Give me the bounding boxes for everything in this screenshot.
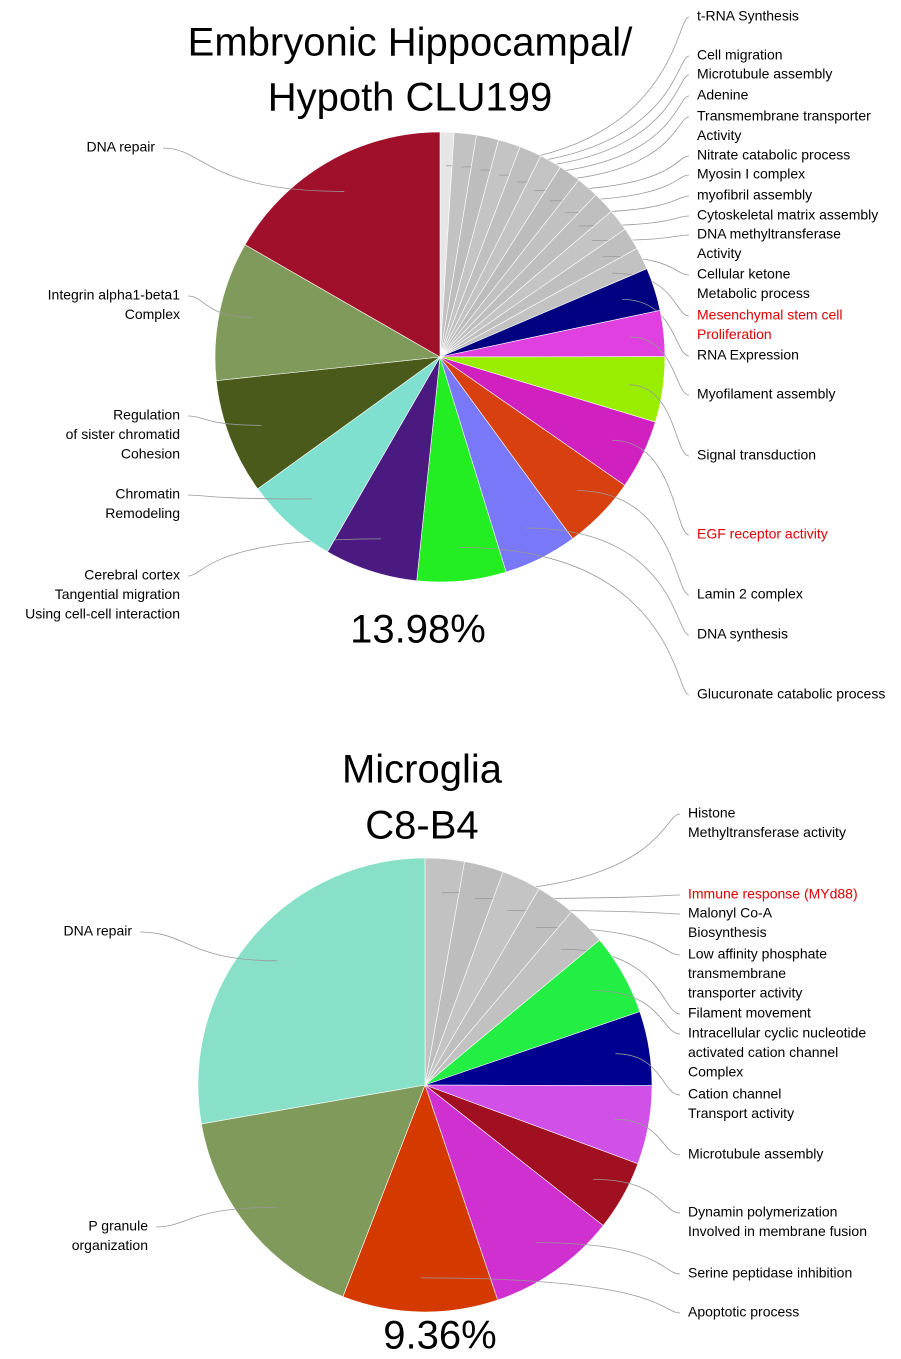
slice-label: Dynamin polymerization: [688, 1204, 837, 1220]
slice-label: Serine peptidase inhibition: [688, 1265, 852, 1281]
leader-line: [576, 490, 690, 596]
slice-label: Transmembrane transporter: [697, 108, 871, 124]
slice-label: Lamin 2 complex: [697, 586, 803, 602]
slice-label: Glucuronate catabolic process: [697, 686, 885, 702]
slice-label: Immune response (MYd88): [688, 886, 858, 902]
slice-label: DNA repair: [64, 923, 133, 939]
leader-line: [420, 1277, 681, 1314]
slice-label: Myosin I complex: [697, 166, 805, 182]
slice-label: Activity: [697, 127, 741, 143]
chart-title: Embryonic Hippocampal/: [188, 21, 634, 65]
slice-label: of sister chromatid: [66, 426, 180, 442]
slice-label: Activity: [697, 245, 741, 261]
slice-label: Involved in membrane fusion: [688, 1223, 867, 1239]
slice-label: activated cation channel: [688, 1044, 838, 1060]
slice-label: Myofilament assembly: [697, 386, 836, 402]
slice-label: Filament movement: [688, 1005, 811, 1021]
slice-label: Transport activity: [688, 1105, 794, 1121]
slice-label: Integrin alpha1-beta1: [48, 287, 181, 303]
slice-label: P granule: [88, 1218, 148, 1234]
slice-label: Chromatin: [115, 486, 180, 502]
slice-label: Tangential migration: [55, 586, 180, 602]
slice-label: Biosynthesis: [688, 924, 767, 940]
chart-title: C8-B4: [365, 804, 478, 848]
chart-title: Hypoth CLU199: [268, 76, 553, 120]
pie-chart: Embryonic Hippocampal/Hypoth CLU199 13.98…: [25, 8, 885, 702]
slice-label: RNA Expression: [697, 347, 799, 363]
leader-line: [525, 527, 690, 636]
slice-label: transporter activity: [688, 985, 802, 1001]
slice-label: Cell migration: [697, 47, 783, 63]
annotation: 9.36%: [383, 1314, 496, 1358]
slice-label: Malonyl Co-A: [688, 905, 773, 921]
leader-line: [629, 384, 690, 457]
chart-title: Microglia: [342, 748, 503, 792]
leader-line: [630, 336, 690, 396]
leader-line: [536, 1242, 681, 1275]
slice-label: Proliferation: [697, 326, 772, 342]
leader-line: [614, 1118, 681, 1156]
pie-slice: [244, 131, 441, 358]
pie-slice: [201, 1084, 426, 1298]
slice-label: Intracellular cyclic nucleotide: [688, 1025, 866, 1041]
slice-label: DNA synthesis: [697, 626, 788, 642]
slice-label: transmembrane: [688, 965, 786, 981]
pie-slice: [342, 1084, 499, 1313]
slice-label: EGF receptor activity: [697, 526, 828, 542]
pie-chart: Microglia C8-B4 9.36% Histone Methyltransfer…: [64, 748, 867, 1358]
slice-label: Cellular ketone: [697, 266, 791, 282]
leader-line: [593, 1178, 681, 1214]
slice-label: Cerebral cortex: [84, 567, 180, 583]
slice-label: Mesenchymal stem cell: [697, 307, 843, 323]
annotation: 13.98%: [350, 608, 486, 652]
pie-slice: [214, 244, 441, 381]
leader-line: [139, 931, 278, 962]
slice-label: Apoptotic process: [688, 1304, 799, 1320]
slice-label: Microtubule assembly: [697, 66, 832, 82]
pie-slice: [424, 1084, 604, 1301]
slice-label: t-RNA Synthesis: [697, 8, 799, 24]
slice-label: Metabolic process: [697, 285, 810, 301]
slice-label: DNA methyltransferase: [697, 226, 841, 242]
slice-label: Cation channel: [688, 1086, 781, 1102]
leader-line: [612, 439, 690, 536]
slice-label: Microtubule assembly: [688, 1146, 823, 1162]
slice-label: Histone: [688, 805, 736, 821]
slice-label: DNA repair: [87, 139, 156, 155]
slice-label: Complex: [688, 1064, 743, 1080]
slice-label: Using cell-cell interaction: [25, 606, 180, 622]
leader-line: [187, 295, 253, 318]
leader-line: [622, 298, 690, 357]
leader-line: [615, 1053, 681, 1096]
slice-label: Remodeling: [105, 505, 180, 521]
slice-label: myofibril assembly: [697, 187, 812, 203]
leader-line: [187, 415, 262, 426]
slice-label: Low affinity phosphate: [688, 946, 827, 962]
slice-label: Methyltransferase activity: [688, 824, 846, 840]
slice-label: Adenine: [697, 87, 749, 103]
leader-line: [155, 1206, 276, 1228]
slice-label: Nitrate catabolic process: [697, 147, 850, 163]
leader-line: [458, 546, 690, 696]
leader-line: [162, 147, 345, 192]
slice-label: Cytoskeletal matrix assembly: [697, 207, 878, 223]
leader-line: [187, 494, 312, 500]
slice-label: Regulation: [113, 407, 180, 423]
leader-line: [611, 272, 690, 317]
slice-label: organization: [72, 1237, 148, 1253]
pie-slice: [215, 356, 442, 490]
slice-label: Signal transduction: [697, 447, 816, 463]
slice-label: Cohesion: [121, 446, 180, 462]
pie-slice: [197, 857, 426, 1125]
slice-label: Complex: [125, 306, 180, 322]
leader-line: [593, 990, 681, 1035]
